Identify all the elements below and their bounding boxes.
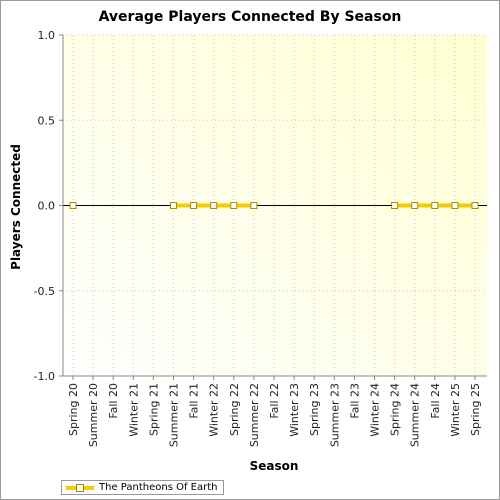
legend: The Pantheons Of Earth <box>61 480 225 495</box>
axis-ticks: 1.0 0.5 0.0 -0.5 -1.0 Spring 20 Summer 20 Fall … <box>34 29 482 447</box>
data-point <box>69 202 77 209</box>
data-point <box>170 202 177 209</box>
data-point <box>391 202 399 209</box>
x-tick-label: Winter 21 <box>127 383 140 437</box>
x-tick-label: Summer 24 <box>409 383 422 447</box>
x-tick-label: Fall 20 <box>107 383 120 419</box>
x-tick-label: Winter 22 <box>208 383 221 437</box>
series-layer <box>69 202 479 209</box>
y-tick-label: 1.0 <box>38 29 56 42</box>
x-tick-label: Fall 21 <box>188 383 201 419</box>
x-tick-label: Fall 22 <box>268 383 281 419</box>
data-point <box>451 202 459 209</box>
x-tick-label: Spring 22 <box>228 383 241 436</box>
data-point <box>190 202 198 209</box>
x-tick-label: Spring 20 <box>67 383 80 436</box>
data-point <box>471 202 479 209</box>
data-point <box>431 202 439 209</box>
legend-swatch <box>66 483 94 492</box>
x-tick-label: Summer 20 <box>87 383 100 447</box>
y-tick-label: 0.0 <box>38 200 56 213</box>
data-point <box>411 202 419 209</box>
y-tick-label: -1.0 <box>34 370 55 383</box>
x-tick-label: Winter 25 <box>449 383 462 437</box>
x-tick-label: Summer 21 <box>168 383 181 447</box>
x-tick-label: Spring 23 <box>308 383 321 436</box>
data-point <box>230 202 238 209</box>
x-tick-label: Spring 21 <box>147 383 160 436</box>
x-tick-label: Winter 23 <box>288 383 301 437</box>
data-point <box>210 202 218 209</box>
x-tick-label: Spring 24 <box>389 383 402 436</box>
y-tick-label: 0.5 <box>38 114 56 127</box>
x-axis-label: Season <box>249 459 299 473</box>
x-tick-label: Summer 23 <box>328 383 341 447</box>
x-tick-label: Fall 23 <box>348 383 361 419</box>
chart-title: Average Players Connected By Season <box>98 9 402 25</box>
y-tick-label: -0.5 <box>34 285 55 298</box>
x-tick-label: Fall 24 <box>429 383 442 419</box>
x-tick-label: Spring 25 <box>469 383 482 436</box>
legend-label: The Pantheons Of Earth <box>99 482 218 493</box>
x-tick-label: Winter 24 <box>369 383 382 437</box>
data-point <box>250 202 258 209</box>
x-tick-label: Summer 22 <box>248 383 261 447</box>
